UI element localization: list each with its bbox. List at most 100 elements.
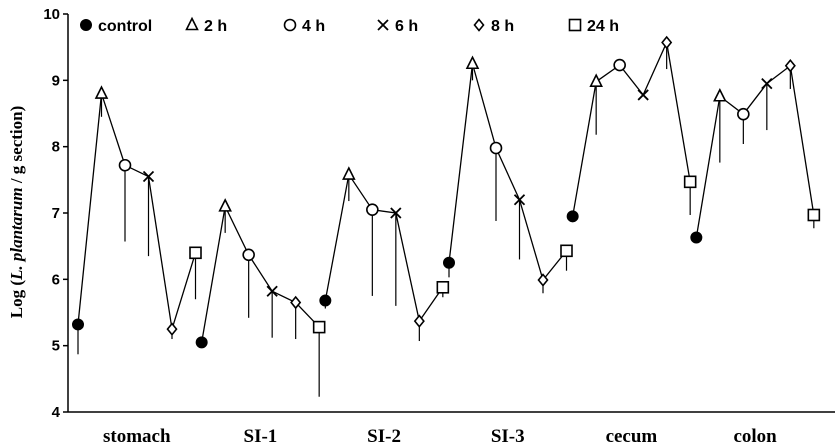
- point-diamond: [413, 314, 425, 328]
- y-tick-label: 6: [52, 271, 60, 288]
- legend-label: 8 h: [491, 18, 514, 35]
- category-label: SI-1: [244, 426, 278, 447]
- marker-shape: [319, 294, 332, 307]
- marker-shape: [465, 55, 480, 70]
- marker-shape: [142, 170, 155, 183]
- marker-shape: [737, 107, 750, 121]
- legend-label: control: [98, 18, 152, 35]
- marker-shape: [637, 89, 649, 101]
- marker-shape: [537, 273, 549, 287]
- y-tick-label: 4: [52, 404, 61, 421]
- marker-shape: [436, 280, 450, 294]
- marker-shape: [489, 141, 503, 155]
- marker-shape: [283, 18, 297, 32]
- point-x: [637, 89, 649, 101]
- marker-shape: [683, 175, 697, 189]
- marker-shape: [242, 248, 255, 262]
- point-square: [560, 244, 573, 258]
- group-SI-3: [443, 55, 573, 294]
- marker-shape: [80, 19, 92, 31]
- point-circle: [737, 107, 750, 121]
- series-line: [77, 93, 197, 330]
- marker-shape: [807, 208, 821, 222]
- point-x: [390, 207, 402, 219]
- plot-area: [72, 35, 821, 397]
- point-triangle: [465, 55, 480, 70]
- marker-shape: [513, 194, 526, 206]
- marker-shape: [290, 295, 302, 310]
- marker-shape: [377, 19, 389, 31]
- category-label: cecum: [606, 426, 658, 447]
- group-colon: [690, 58, 821, 244]
- point-filled-circle: [566, 210, 579, 223]
- point-filled-circle: [443, 256, 455, 269]
- point-x: [513, 194, 526, 206]
- marker-shape: [784, 58, 796, 73]
- point-triangle: [218, 198, 232, 212]
- marker-shape: [94, 85, 109, 99]
- point-triangle: [713, 87, 727, 102]
- legend-marker-x: [377, 19, 389, 31]
- legend-label: 2 h: [204, 18, 227, 35]
- marker-shape: [568, 18, 582, 32]
- marker-shape: [185, 16, 199, 31]
- point-filled-circle: [195, 336, 208, 349]
- point-diamond: [537, 273, 549, 287]
- y-tick-label: 5: [52, 338, 60, 355]
- legend: control 2 h 4 h 6 h 8 h 24 h: [80, 16, 619, 35]
- marker-shape: [312, 320, 326, 334]
- marker-shape: [566, 210, 579, 223]
- marker-shape: [390, 207, 402, 219]
- point-diamond: [784, 58, 796, 73]
- point-circle: [489, 141, 503, 155]
- marker-shape: [266, 285, 278, 297]
- legend-label: 6 h: [395, 18, 418, 35]
- point-square: [312, 320, 326, 334]
- point-diamond: [166, 322, 178, 336]
- legend-label: 24 h: [587, 18, 619, 35]
- legend-label: 4 h: [302, 18, 325, 35]
- y-tick-labels: 4 5 6 7 8 9 10: [43, 6, 60, 421]
- marker-shape: [713, 87, 727, 102]
- series-line: [695, 64, 815, 238]
- y-tick-label: 7: [52, 205, 60, 222]
- marker-shape: [613, 58, 626, 72]
- y-tick-label: 9: [52, 72, 60, 89]
- point-square: [189, 246, 202, 260]
- point-triangle: [342, 166, 356, 180]
- marker-shape: [195, 336, 208, 349]
- marker-shape: [589, 73, 603, 87]
- marker-shape: [473, 18, 485, 32]
- point-square: [436, 280, 450, 294]
- marker-shape: [560, 244, 573, 258]
- point-circle: [242, 248, 255, 262]
- marker-shape: [366, 203, 379, 216]
- marker-shape: [118, 158, 132, 172]
- legend-marker-square: [568, 18, 582, 32]
- point-filled-circle: [319, 294, 332, 307]
- point-x: [142, 170, 155, 183]
- marker-shape: [218, 198, 232, 212]
- group-SI-1: [195, 198, 326, 397]
- marker-shape: [690, 231, 703, 244]
- group-cecum: [566, 35, 697, 223]
- y-axis-label: Log (L. plantarum / g section): [7, 106, 26, 319]
- series-line: [572, 40, 691, 217]
- point-square: [807, 208, 821, 222]
- series-line: [448, 63, 568, 282]
- x-category-labels: stomach SI-1 SI-2 SI-3 cecum colon: [103, 426, 777, 447]
- category-label: colon: [733, 426, 777, 447]
- y-tick-label: 10: [43, 6, 60, 23]
- axes: [63, 13, 835, 413]
- marker-shape: [72, 318, 84, 331]
- marker-shape: [189, 246, 202, 260]
- series-line: [201, 204, 320, 343]
- point-circle: [613, 58, 626, 72]
- point-triangle: [94, 85, 109, 99]
- legend-marker-diamond: [473, 18, 485, 32]
- point-square: [683, 175, 697, 189]
- category-label: stomach: [103, 426, 171, 447]
- point-diamond: [290, 295, 302, 310]
- point-x: [761, 78, 773, 90]
- legend-marker-circle: [283, 18, 297, 32]
